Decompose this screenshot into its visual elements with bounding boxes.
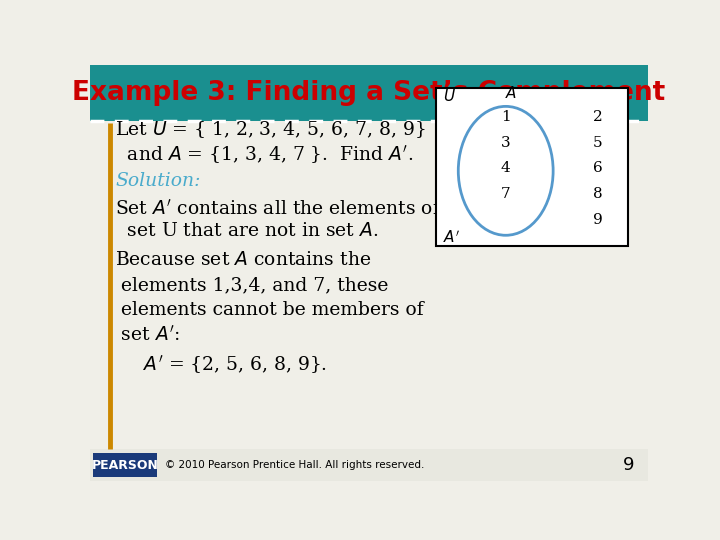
Text: 4: 4: [501, 161, 510, 176]
Bar: [436, 87, 629, 246]
Text: Solution:: Solution:: [115, 172, 201, 190]
Bar: [93, 453, 157, 477]
Ellipse shape: [458, 106, 553, 235]
Text: Example 3: Finding a Set’s Complement: Example 3: Finding a Set’s Complement: [73, 80, 665, 106]
Bar: [90, 65, 648, 121]
Text: PEARSON: PEARSON: [91, 458, 158, 472]
Text: 8: 8: [593, 187, 603, 201]
Text: 7: 7: [501, 187, 510, 201]
Text: 9: 9: [623, 456, 634, 474]
Text: 1: 1: [501, 110, 510, 124]
Text: set $A'$:: set $A'$:: [115, 325, 180, 345]
Text: 5: 5: [593, 136, 603, 150]
Text: Set $A'$ contains all the elements of: Set $A'$ contains all the elements of: [115, 198, 442, 218]
Text: 2: 2: [593, 110, 603, 124]
Text: $A'$ = {2, 5, 6, 8, 9}.: $A'$ = {2, 5, 6, 8, 9}.: [126, 353, 328, 376]
Bar: [90, 449, 648, 481]
Text: Because set $A$ contains the: Because set $A$ contains the: [115, 251, 372, 269]
Text: 3: 3: [501, 136, 510, 150]
Text: Let $U$ = { 1, 2, 3, 4, 5, 6, 7, 8, 9}: Let $U$ = { 1, 2, 3, 4, 5, 6, 7, 8, 9}: [115, 119, 426, 140]
Text: $A'$: $A'$: [443, 229, 460, 246]
Text: $U$: $U$: [443, 88, 456, 104]
Text: set U that are not in set $A$.: set U that are not in set $A$.: [115, 222, 379, 240]
Text: elements cannot be members of: elements cannot be members of: [115, 301, 424, 319]
Text: 9: 9: [593, 213, 603, 227]
Text: elements 1,3,4, and 7, these: elements 1,3,4, and 7, these: [115, 276, 389, 294]
Text: $A$: $A$: [505, 85, 518, 102]
Text: and $A$ = {1, 3, 4, 7 }.  Find $A'$.: and $A$ = {1, 3, 4, 7 }. Find $A'$.: [115, 143, 413, 166]
Text: © 2010 Pearson Prentice Hall. All rights reserved.: © 2010 Pearson Prentice Hall. All rights…: [166, 460, 425, 470]
Text: 6: 6: [593, 161, 603, 176]
